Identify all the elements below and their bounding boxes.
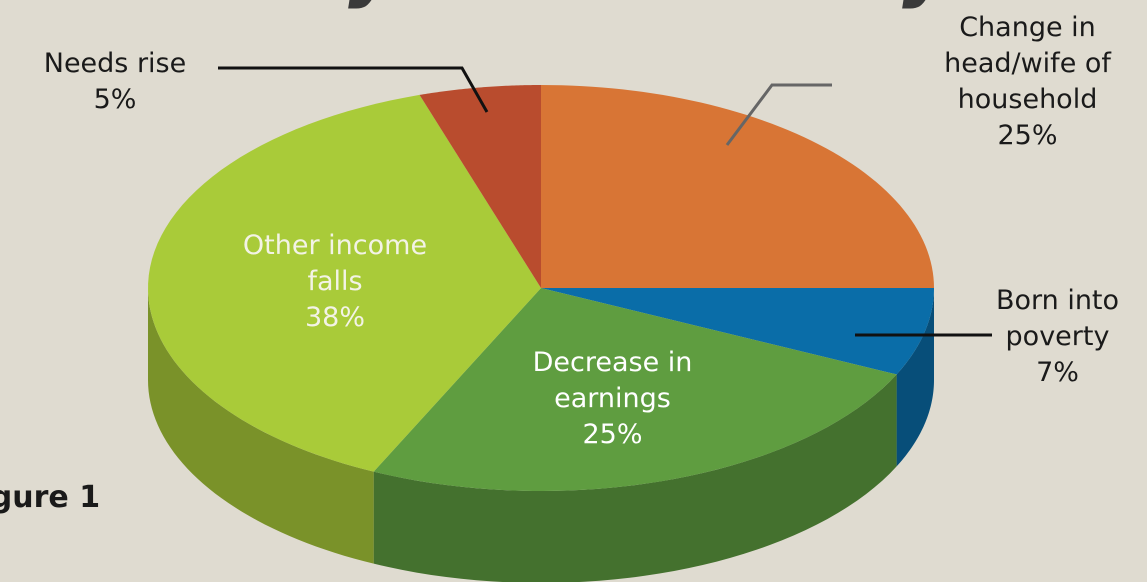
value-label: 7% bbox=[1036, 357, 1079, 388]
slice-label: Change in head/wife of household 25% bbox=[915, 10, 1140, 154]
slice-label: Born into poverty 7% bbox=[975, 283, 1140, 391]
leader-line bbox=[725, 83, 832, 146]
slice-label: Other income falls 38% bbox=[240, 228, 430, 336]
pie bbox=[148, 85, 934, 582]
category-label: Born into poverty bbox=[995, 285, 1120, 352]
slice bbox=[373, 288, 897, 491]
category-label: Other income falls bbox=[242, 230, 428, 297]
slice-side bbox=[896, 288, 934, 467]
slice bbox=[148, 94, 541, 472]
slice-label: Needs rise 5% bbox=[20, 46, 210, 118]
chart-title: Entry into Poverty bbox=[168, 0, 955, 10]
leader-line bbox=[218, 66, 489, 113]
category-label: Needs rise bbox=[43, 48, 187, 79]
category-label: Change in head/wife of household bbox=[944, 12, 1111, 115]
figure-label: Figure 1 bbox=[0, 480, 100, 515]
slice-side bbox=[373, 374, 897, 582]
slice bbox=[419, 85, 541, 288]
slice bbox=[541, 85, 934, 288]
value-label: 5% bbox=[93, 84, 137, 115]
slice bbox=[541, 288, 934, 375]
slice-label: Decrease in earnings 25% bbox=[500, 345, 725, 453]
value-label: 25% bbox=[997, 120, 1058, 151]
value-label: 38% bbox=[304, 302, 365, 333]
value-label: 25% bbox=[582, 419, 643, 450]
category-label: Decrease in earnings bbox=[532, 347, 693, 414]
slice-side bbox=[148, 288, 374, 564]
